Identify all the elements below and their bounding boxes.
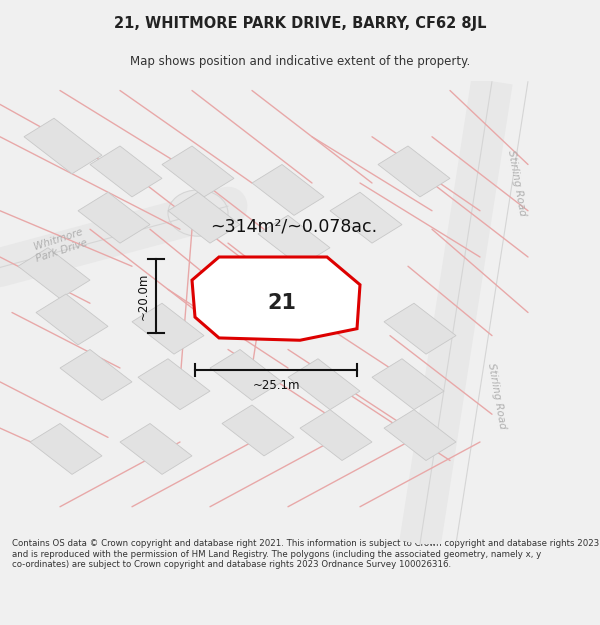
Polygon shape xyxy=(384,303,456,354)
Polygon shape xyxy=(222,405,294,456)
Polygon shape xyxy=(168,192,240,243)
Text: Stirling Road: Stirling Road xyxy=(486,362,508,429)
Polygon shape xyxy=(192,257,360,340)
Polygon shape xyxy=(258,216,330,266)
Polygon shape xyxy=(300,409,372,461)
Circle shape xyxy=(168,190,228,236)
Polygon shape xyxy=(120,424,192,474)
Polygon shape xyxy=(378,146,450,197)
Text: Contains OS data © Crown copyright and database right 2021. This information is : Contains OS data © Crown copyright and d… xyxy=(12,539,599,569)
Text: Stirling Road: Stirling Road xyxy=(506,149,528,217)
Text: Map shows position and indicative extent of the property.: Map shows position and indicative extent… xyxy=(130,56,470,68)
Text: 21, WHITMORE PARK DRIVE, BARRY, CF62 8JL: 21, WHITMORE PARK DRIVE, BARRY, CF62 8JL xyxy=(114,16,486,31)
Polygon shape xyxy=(210,349,282,401)
Text: ~25.1m: ~25.1m xyxy=(252,379,300,392)
Polygon shape xyxy=(60,349,132,401)
Polygon shape xyxy=(330,192,402,243)
Polygon shape xyxy=(36,294,108,345)
Polygon shape xyxy=(18,248,90,299)
Polygon shape xyxy=(138,359,210,409)
Polygon shape xyxy=(372,359,444,409)
Polygon shape xyxy=(252,164,324,216)
Polygon shape xyxy=(132,303,204,354)
Polygon shape xyxy=(288,359,360,409)
Polygon shape xyxy=(384,409,456,461)
Text: ~20.0m: ~20.0m xyxy=(136,272,149,320)
Polygon shape xyxy=(30,424,102,474)
Text: 21: 21 xyxy=(268,293,296,313)
Polygon shape xyxy=(78,192,150,243)
Polygon shape xyxy=(24,118,102,174)
Polygon shape xyxy=(90,146,162,197)
Text: Whitmore
Park Drive: Whitmore Park Drive xyxy=(31,226,89,264)
Polygon shape xyxy=(162,146,234,197)
Text: ~314m²/~0.078ac.: ~314m²/~0.078ac. xyxy=(211,218,377,236)
